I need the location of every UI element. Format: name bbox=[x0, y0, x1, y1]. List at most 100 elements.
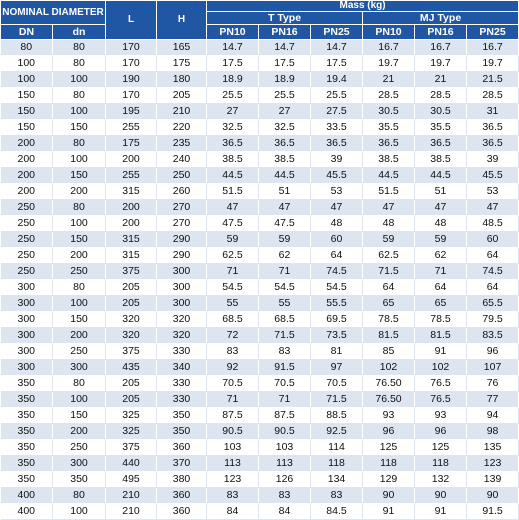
mj-pn10-cell: 64 bbox=[362, 279, 416, 296]
mj-pn25-cell: 76 bbox=[466, 375, 519, 392]
t-pn10-cell: 123 bbox=[206, 471, 260, 488]
mj-pn16-cell: 44.5 bbox=[414, 167, 468, 184]
mj-pn16-cell: 102 bbox=[414, 359, 468, 376]
t-pn25-cell: 48 bbox=[310, 215, 364, 232]
dn-upper-cell: 100 bbox=[0, 71, 53, 88]
dn-upper-cell: 200 bbox=[0, 167, 53, 184]
dn-lower-cell: 80 bbox=[52, 135, 107, 152]
t-pn10-cell: 32.5 bbox=[206, 119, 260, 136]
mj-pn16-cell: 78.5 bbox=[414, 311, 468, 328]
dn-upper-cell: 250 bbox=[0, 231, 53, 248]
h-cell: 360 bbox=[156, 439, 208, 456]
t-pn16-cell: 62 bbox=[258, 247, 312, 264]
t-pn25-cell: 54.5 bbox=[310, 279, 364, 296]
table-row: 250 250 375 300 71 71 74.5 71.5 71 74.5 bbox=[0, 263, 519, 280]
mj-pn10-cell: 71.5 bbox=[362, 263, 416, 280]
l-cell: 170 bbox=[105, 87, 158, 104]
mj-pn16-cell: 76.5 bbox=[414, 375, 468, 392]
mj-pn25-cell: 107 bbox=[466, 359, 519, 376]
mj-pn10-cell: 36.5 bbox=[362, 135, 416, 152]
mj-pn10-cell: 76.50 bbox=[362, 375, 416, 392]
mj-pn16-cell: 51 bbox=[414, 183, 468, 200]
t-pn10-cell: 25.5 bbox=[206, 87, 260, 104]
dn-lower-cell: 250 bbox=[52, 263, 107, 280]
l-cell: 210 bbox=[105, 487, 158, 504]
t-pn25-cell: 47 bbox=[310, 199, 364, 216]
t-pn16-cell: 113 bbox=[258, 455, 312, 472]
t-pn25-cell: 17.5 bbox=[310, 55, 364, 72]
t-pn16-cell: 25.5 bbox=[258, 87, 312, 104]
dn-upper-cell: 200 bbox=[0, 151, 53, 168]
dn-lower-cell: 100 bbox=[52, 503, 107, 520]
table-row: 350 300 440 370 113 113 118 118 118 123 bbox=[0, 455, 519, 472]
table-row: 400 100 210 360 84 84 84.5 91 91 91.5 bbox=[0, 503, 519, 520]
mj-pn10-cell: 35.5 bbox=[362, 119, 416, 136]
mj-pn10-cell: 59 bbox=[362, 231, 416, 248]
h-cell: 360 bbox=[156, 503, 208, 520]
dn-upper-cell: 250 bbox=[0, 199, 53, 216]
nominal-diameter-header: NOMINAL DIAMETER bbox=[0, 0, 107, 25]
table-body: 80 80 170 165 14.7 14.7 14.7 16.7 16.7 16.7 100 80 1… bbox=[0, 39, 519, 520]
l-cell: 375 bbox=[105, 263, 158, 280]
t-pn25-cell: 60 bbox=[310, 231, 364, 248]
table-row: 200 150 255 250 44.5 44.5 45.5 44.5 44.5 45.5 bbox=[0, 167, 519, 184]
l-cell: 205 bbox=[105, 391, 158, 408]
dn-upper-header: DN bbox=[0, 24, 53, 40]
t-pn16-cell: 68.5 bbox=[258, 311, 312, 328]
mj-pn10-cell: 21 bbox=[362, 71, 416, 88]
dn-upper-cell: 100 bbox=[0, 55, 53, 72]
table-row: 300 250 375 330 83 83 81 85 91 96 bbox=[0, 343, 519, 360]
mj-pn25-cell: 96 bbox=[466, 343, 519, 360]
h-cell: 300 bbox=[156, 279, 208, 296]
t-pn16-cell: 54.5 bbox=[258, 279, 312, 296]
mj-pn25-cell: 21.5 bbox=[466, 71, 519, 88]
t-pn16-cell: 51 bbox=[258, 183, 312, 200]
t-pn25-cell: 81 bbox=[310, 343, 364, 360]
dn-lower-cell: 250 bbox=[52, 439, 107, 456]
table-row: 400 80 210 360 83 83 83 90 90 90 bbox=[0, 487, 519, 504]
mj-pn16-cell: 65 bbox=[414, 295, 468, 312]
dn-upper-cell: 150 bbox=[0, 87, 53, 104]
t-pn10-cell: 59 bbox=[206, 231, 260, 248]
table-row: 350 250 375 360 103 103 114 125 125 135 bbox=[0, 439, 519, 456]
mj-pn25-cell: 19.7 bbox=[466, 55, 519, 72]
h-cell: 350 bbox=[156, 423, 208, 440]
t-pn25-cell: 45.5 bbox=[310, 167, 364, 184]
t-pn10-cell: 14.7 bbox=[206, 39, 260, 56]
mj-pn16-cell: 91 bbox=[414, 503, 468, 520]
t-pn25-cell: 97 bbox=[310, 359, 364, 376]
dn-lower-cell: 100 bbox=[52, 103, 107, 120]
t-pn10-cell: 47.5 bbox=[206, 215, 260, 232]
mj-pn16-cell: 21 bbox=[414, 71, 468, 88]
t-pn16-cell: 14.7 bbox=[258, 39, 312, 56]
l-cell: 375 bbox=[105, 439, 158, 456]
dn-lower-cell: 200 bbox=[52, 247, 107, 264]
dn-upper-cell: 350 bbox=[0, 375, 53, 392]
table-row: 300 150 320 320 68.5 68.5 69.5 78.5 78.5 79.5 bbox=[0, 311, 519, 328]
l-cell: 325 bbox=[105, 423, 158, 440]
mj-pn10-cell: 16.7 bbox=[362, 39, 416, 56]
l-cell: 315 bbox=[105, 231, 158, 248]
mj-pn10-cell: 62.5 bbox=[362, 247, 416, 264]
mj-pn25-cell: 74.5 bbox=[466, 263, 519, 280]
t-pn10-cell: 27 bbox=[206, 103, 260, 120]
dn-upper-cell: 350 bbox=[0, 391, 53, 408]
table-row: 100 80 170 175 17.5 17.5 17.5 19.7 19.7 19.7 bbox=[0, 55, 519, 72]
mj-pn25-cell: 36.5 bbox=[466, 119, 519, 136]
dn-lower-cell: 100 bbox=[52, 215, 107, 232]
t-pn10-cell: 90.5 bbox=[206, 423, 260, 440]
mj-pn16-cell: 28.5 bbox=[414, 87, 468, 104]
mj-pn25-cell: 31 bbox=[466, 103, 519, 120]
dn-upper-cell: 300 bbox=[0, 279, 53, 296]
t-pn10-cell: 72 bbox=[206, 327, 260, 344]
table-row: 350 200 325 350 90.5 90.5 92.5 96 96 98 bbox=[0, 423, 519, 440]
dn-lower-cell: 250 bbox=[52, 343, 107, 360]
h-cell: 240 bbox=[156, 151, 208, 168]
h-cell: 270 bbox=[156, 199, 208, 216]
table-row: 350 350 495 380 123 126 134 129 132 139 bbox=[0, 471, 519, 488]
l-cell: 495 bbox=[105, 471, 158, 488]
h-cell: 210 bbox=[156, 103, 208, 120]
mj-pn10-cell: 30.5 bbox=[362, 103, 416, 120]
dn-upper-cell: 200 bbox=[0, 183, 53, 200]
mj-pn16-cell: 19.7 bbox=[414, 55, 468, 72]
